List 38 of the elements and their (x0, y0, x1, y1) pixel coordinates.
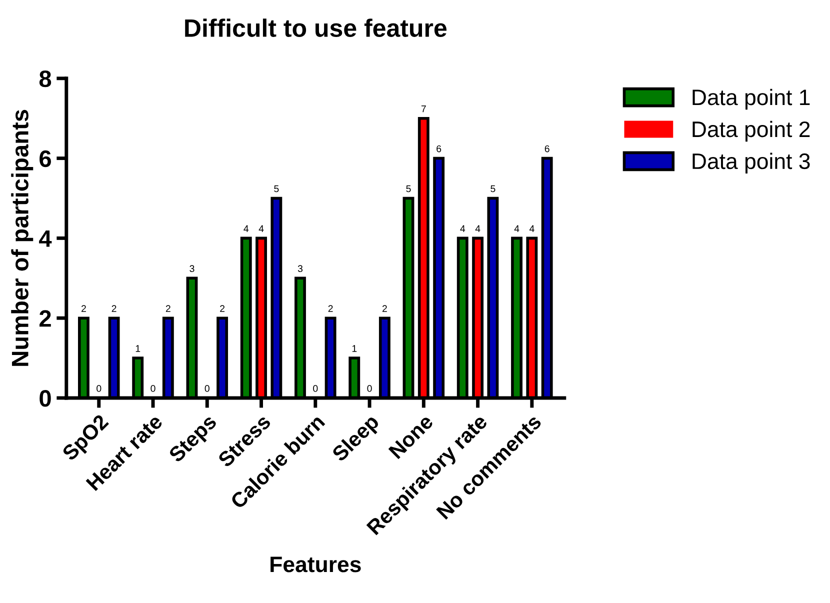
data-label: 0 (313, 385, 318, 392)
data-label: 0 (96, 385, 102, 392)
legend-label: Data point 1 (692, 88, 810, 110)
y-tick-label: 2 (40, 310, 51, 327)
data-label: 5 (274, 185, 279, 192)
data-label: 4 (529, 225, 534, 232)
data-label: 5 (406, 185, 411, 192)
data-label: 4 (514, 225, 520, 232)
y-axis-title: Number of participants (11, 110, 34, 366)
y-tick-label: 6 (40, 150, 51, 168)
data-label: 3 (190, 265, 194, 272)
data-label: 0 (367, 385, 372, 392)
data-label: 2 (82, 305, 86, 312)
data-label: 4 (460, 225, 466, 232)
data-label: 5 (490, 185, 496, 192)
y-tick-label: 8 (39, 70, 52, 88)
y-tick-label: 4 (39, 230, 52, 247)
data-label: 4 (475, 225, 480, 232)
data-label: 4 (244, 225, 249, 232)
legend-label: Data point 3 (692, 152, 810, 174)
data-label: 2 (382, 305, 387, 312)
data-label: 2 (220, 305, 225, 312)
legend-label: Data point 2 (692, 120, 810, 142)
data-label: 0 (204, 385, 210, 392)
data-label: 2 (328, 305, 333, 312)
y-tick-label: 0 (40, 390, 51, 407)
x-axis-title: Features (270, 556, 361, 572)
data-label: 0 (150, 385, 156, 392)
chart-title: Difficult to use feature (185, 18, 447, 37)
data-label: 7 (421, 105, 426, 112)
data-label: 6 (544, 145, 550, 152)
data-label: 2 (166, 305, 170, 312)
data-label: 6 (436, 145, 442, 152)
data-label: 4 (258, 225, 264, 232)
data-label: 1 (136, 345, 140, 352)
data-label: 3 (298, 265, 303, 272)
data-label: 1 (352, 345, 357, 352)
data-label: 2 (112, 305, 116, 312)
